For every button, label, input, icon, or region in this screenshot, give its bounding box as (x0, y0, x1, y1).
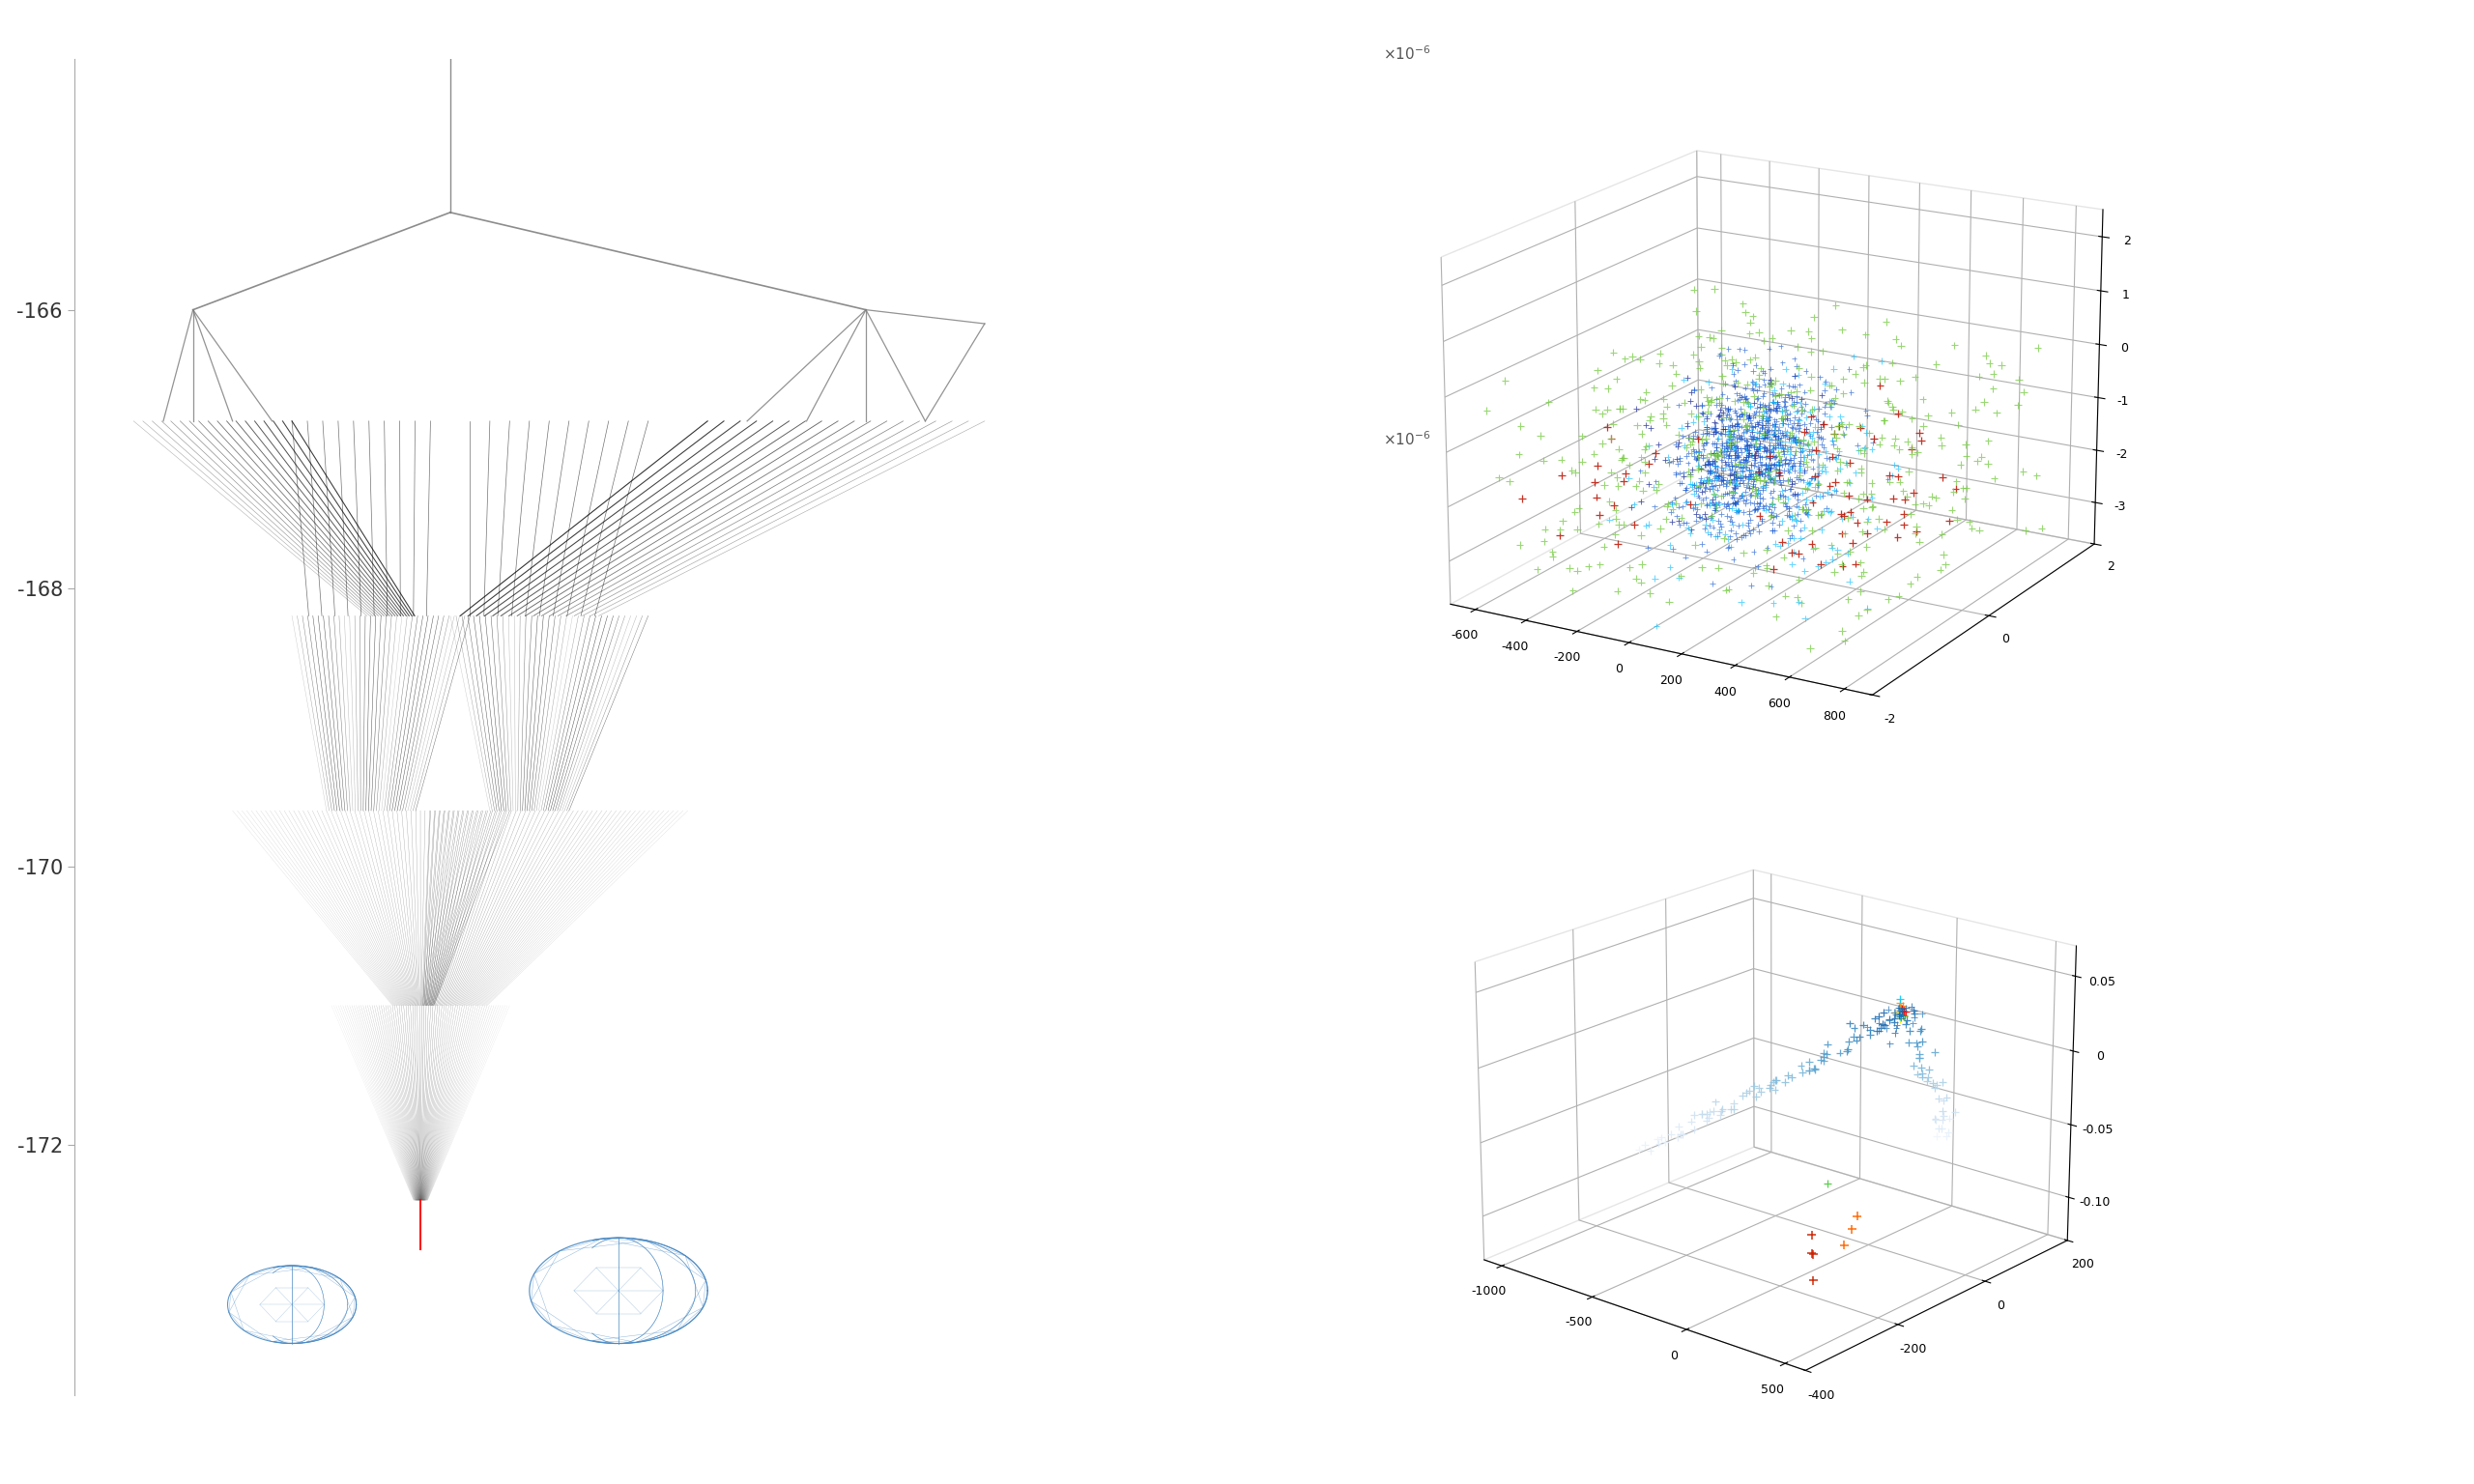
Text: $\times 10^{-6}$: $\times 10^{-6}$ (1383, 430, 1430, 448)
Text: $\times 10^{-6}$: $\times 10^{-6}$ (1383, 45, 1430, 62)
